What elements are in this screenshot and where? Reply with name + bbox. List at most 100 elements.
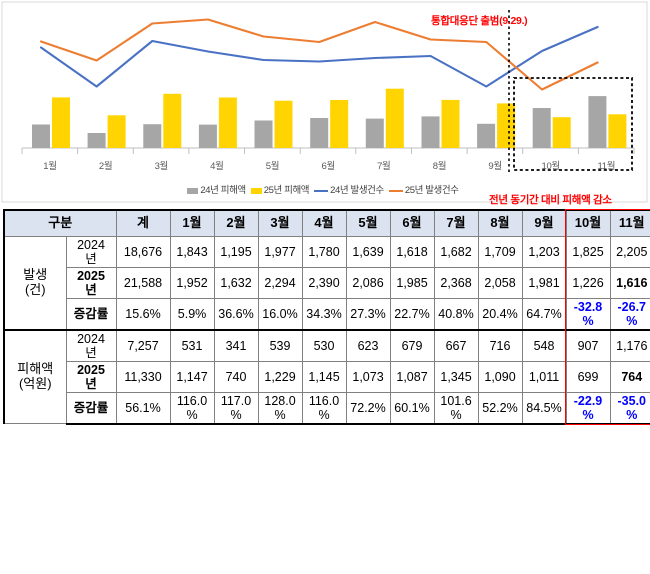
cell-month-7: 1,345 [433, 360, 479, 393]
line-2025-cases [39, 18, 599, 91]
legend-swatch-bar-icon [187, 187, 199, 194]
line-2024-cases [39, 25, 599, 88]
cell-total: 7,257 [115, 328, 171, 362]
cell-month-4: 1,145 [301, 360, 347, 393]
cell-month-2: 1,195 [213, 235, 259, 268]
cell-total: 21,588 [115, 266, 171, 299]
cell-month-1: 5.9% [169, 297, 215, 330]
legend-swatch-line-icon [314, 189, 329, 192]
cell-month-6: 60.1% [389, 391, 435, 425]
cell-month-8: 716 [477, 328, 523, 362]
cell-month-5: 2,086 [345, 266, 391, 299]
chart-legend: 24년 피해액 25년 피해액 24년 발생건수 25년 발생건수 [0, 186, 650, 196]
cell-month-1: 1,952 [169, 266, 215, 299]
cell-total: 15.6% [115, 297, 171, 330]
cell-total: 18,676 [115, 235, 171, 268]
axis-label-month-9: 9월 [488, 161, 502, 172]
cell-month-10: -22.9% [565, 391, 611, 425]
cell-month-4: 530 [301, 328, 347, 362]
axis-label-month-1: 1월 [43, 161, 57, 172]
cell-month-6: 1,985 [389, 266, 435, 299]
table-row: 2025 년 11,330 1,147 740 1,229 1,145 1,07… [4, 360, 650, 393]
header-month-9: 9월 [521, 209, 567, 237]
cell-month-6: 1,618 [389, 235, 435, 268]
row-label-line2: 년 [85, 251, 97, 266]
table-header-row: 구분 계 1월 2월 3월 4월 5월 6월 7월 8월 9월 10월 11월 [2, 209, 650, 237]
table-row: 2025 년 21,588 1,952 1,632 2,294 2,390 2,… [4, 266, 650, 299]
legend-label-2024-cases: 24년 발생건수 [330, 185, 384, 196]
header-total: 계 [115, 209, 171, 237]
highlight-box-oct-nov [513, 77, 633, 171]
header-month-5: 5월 [345, 209, 391, 237]
axis-label-month-6: 6월 [321, 161, 335, 172]
cell-month-9: 64.7% [521, 297, 567, 330]
cell-month-3: 2,294 [257, 266, 303, 299]
legend-swatch-bar-icon [250, 187, 262, 194]
cell-month-1: 1,147 [169, 360, 215, 393]
row-label-2024: 2024 년 [65, 328, 117, 362]
row-label-2025: 2025 년 [65, 360, 117, 393]
header-month-6: 6월 [389, 209, 435, 237]
section-label-line2: (건) [24, 281, 46, 297]
section-label-line1: 피해액 [17, 361, 54, 377]
row-label-2025: 2025 년 [65, 266, 117, 299]
statistics-table: 구분 계 1월 2월 3월 4월 5월 6월 7월 8월 9월 10월 11월 [2, 209, 650, 425]
legend-item-2024-damage: 24년 피해액 [187, 186, 246, 196]
chart-border [1, 1, 648, 203]
cell-month-7: 101.6% [433, 391, 479, 425]
header-month-1: 1월 [169, 209, 215, 237]
cell-month-9: 1,203 [521, 235, 567, 268]
axis-label-month-5: 5월 [265, 161, 280, 172]
annotation-launch: 통합대응단 출범(9.29.) [431, 15, 528, 27]
cell-month-10: 907 [565, 328, 611, 362]
cell-month-5: 1,639 [345, 235, 391, 268]
cell-month-5: 72.2% [345, 391, 391, 425]
cell-month-6: 22.7% [389, 297, 435, 330]
legend-item-2025-cases: 25년 발생건수 [388, 186, 459, 196]
row-label-line1: 2025 [77, 268, 105, 283]
cell-month-8: 1,709 [477, 235, 523, 268]
statistics-table-container: 구분 계 1월 2월 3월 4월 5월 6월 7월 8월 9월 10월 11월 [2, 209, 650, 425]
cell-month-5: 27.3% [345, 297, 391, 330]
cell-month-7: 40.8% [433, 297, 479, 330]
cell-month-2: 1,632 [213, 266, 259, 299]
axis-label-month-2: 2월 [98, 161, 113, 172]
cell-month-5: 1,073 [345, 360, 391, 393]
axis-label-month-8: 8월 [432, 161, 447, 172]
cell-month-8: 1,090 [477, 360, 523, 393]
cell-month-4: 1,780 [301, 235, 347, 268]
axis-label-month-11: 11월 [597, 161, 616, 172]
cell-total: 11,330 [115, 360, 171, 393]
cell-month-4: 116.0% [301, 391, 347, 425]
bars-2024-damage [32, 96, 607, 148]
cell-month-7: 667 [433, 328, 479, 362]
axis-label-month-7: 7월 [377, 161, 391, 172]
cell-month-9: 548 [521, 328, 567, 362]
row-label-2024: 2024 년 [65, 235, 117, 268]
row-label-line2: 년 [85, 376, 97, 391]
cell-month-4: 2,390 [301, 266, 347, 299]
cell-month-2: 341 [213, 328, 259, 362]
cell-month-9: 1,011 [521, 360, 567, 393]
cell-month-6: 679 [389, 328, 435, 362]
header-gubun: 구분 [2, 209, 117, 237]
header-month-10: 10월 [565, 209, 611, 237]
cell-month-9: 84.5% [521, 391, 567, 425]
table-row: 증감률 56.1% 116.0% 117.0% 128.0% 116.0% 72… [4, 391, 650, 425]
cell-month-9: 1,981 [521, 266, 567, 299]
cell-month-3: 539 [257, 328, 303, 362]
cell-month-1: 116.0% [169, 391, 215, 425]
cell-month-5: 623 [345, 328, 391, 362]
cell-month-10: -32.8% [565, 297, 611, 330]
cell-month-1: 531 [169, 328, 215, 362]
header-month-7: 7월 [433, 209, 479, 237]
row-label-line1: 2024 [77, 331, 105, 346]
legend-label-2025-damage: 25년 피해액 [263, 185, 310, 196]
section-label-line2: (억원) [18, 375, 52, 391]
section-label-occurrence: 발생 (건) [3, 235, 67, 330]
chart-canvas [1, 1, 648, 203]
cell-month-10: 699 [565, 360, 611, 393]
header-month-11: 11월 [609, 209, 650, 237]
row-label-rate: 증감률 [65, 297, 117, 330]
